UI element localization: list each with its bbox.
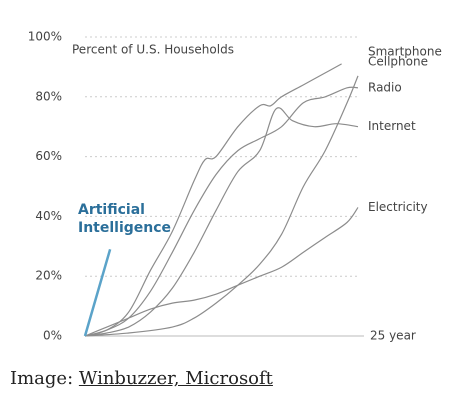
caption-prefix: Image: [10,368,74,389]
legend-label: Radio [368,80,402,94]
series-line [83,248,112,337]
chart: Percent of U.S. Households 0% 20% 40% 60% 80… [28,30,442,343]
y-tick-label: 60% [35,149,62,163]
x-tick-label: 25 year [370,329,416,343]
y-tick-label: 80% [35,89,62,103]
legend-label: Cellphone [368,54,428,68]
series-line [84,207,359,337]
legend-label: Artificial Intelligence [78,202,171,236]
series-line [84,107,359,337]
y-tick-label: 20% [35,269,62,283]
series-line [84,75,359,337]
legend-label: Internet [368,119,416,133]
caption-link[interactable]: Winbuzzer, Microsoft [78,368,273,389]
series-line [84,63,342,337]
legend-label: Electricity [368,200,428,214]
y-tick-label: 40% [35,209,62,223]
y-tick-label: 100% [28,30,62,44]
chart-subtitle: Percent of U.S. Households [72,43,234,57]
legend-label: Smartphone [368,44,442,58]
y-tick-label: 0% [43,329,62,343]
series-line [84,86,359,337]
caption: Image: Winbuzzer, Microsoft [10,368,273,389]
